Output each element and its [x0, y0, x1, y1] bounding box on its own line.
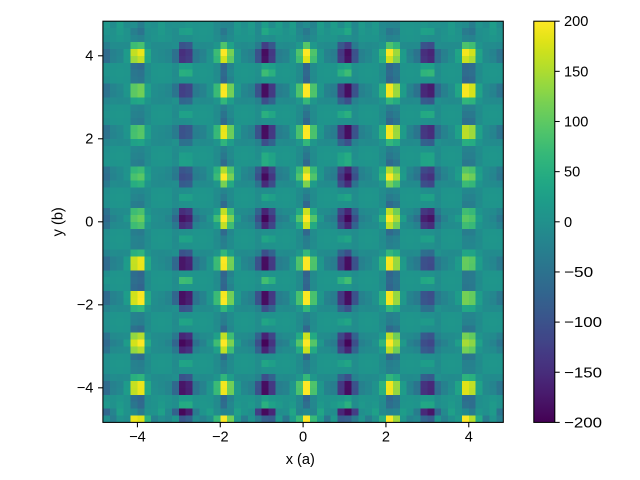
svg-text:150: 150 [564, 64, 588, 80]
svg-text:−4: −4 [129, 429, 146, 445]
svg-text:x (a): x (a) [286, 452, 315, 468]
svg-text:−4: −4 [77, 381, 94, 397]
svg-text:−2: −2 [212, 429, 229, 445]
svg-text:200: 200 [564, 14, 588, 30]
svg-text:−100: −100 [564, 315, 602, 331]
svg-text:100: 100 [564, 115, 588, 131]
svg-text:4: 4 [465, 429, 473, 445]
svg-text:2: 2 [85, 132, 93, 148]
svg-text:−200: −200 [564, 415, 602, 431]
svg-text:0: 0 [564, 215, 572, 231]
svg-text:0: 0 [85, 215, 93, 231]
svg-text:−50: −50 [564, 265, 593, 281]
svg-text:−150: −150 [564, 365, 602, 381]
svg-text:−2: −2 [77, 298, 94, 314]
svg-text:2: 2 [382, 429, 390, 445]
svg-text:50: 50 [564, 165, 580, 181]
svg-text:4: 4 [85, 49, 93, 65]
svg-text:0: 0 [299, 429, 307, 445]
svg-text:y (b): y (b) [51, 207, 67, 236]
